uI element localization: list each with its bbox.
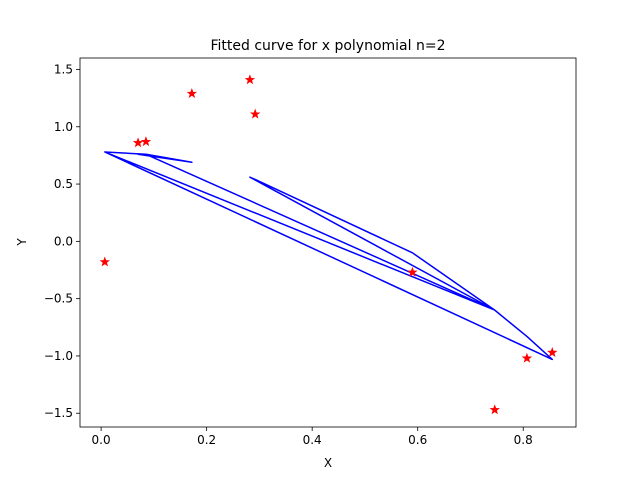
data-point [140, 136, 152, 147]
data-point [99, 256, 110, 267]
axes-layer: 0.0 0.2 0.4 0.6 0.8 −1.5 −1.0 −0.5 0.0 0.5 1.0 1.5 [44, 57, 577, 447]
data-point [489, 404, 500, 415]
fitted-curve-layer [104, 151, 554, 361]
x-tick-label: 0.0 [92, 433, 111, 447]
fitted-curve-line [104, 151, 554, 361]
y-tick-label: 1.5 [54, 62, 73, 76]
data-point [407, 266, 418, 277]
data-point [547, 347, 558, 357]
y-tick-label: 0.5 [54, 177, 73, 191]
x-tick-label: 0.4 [303, 433, 322, 447]
axes-frame [79, 57, 577, 428]
data-point [132, 137, 144, 148]
data-point [244, 74, 256, 85]
data-point [186, 88, 198, 98]
y-tick-label: 0.0 [54, 234, 73, 248]
data-point [249, 108, 261, 119]
y-axis-label: Y [15, 238, 29, 247]
chart-title: Fitted curve for x polynomial n=2 [211, 38, 446, 54]
y-tick-label: 1.0 [54, 120, 73, 134]
x-tick-label: 0.2 [197, 433, 216, 447]
x-tick-label: 0.8 [514, 433, 533, 447]
y-tick-label: −0.5 [44, 292, 73, 306]
y-tick-label: −1.0 [44, 349, 73, 363]
data-point [521, 352, 533, 363]
data-points-layer [99, 74, 558, 415]
y-tick-label: −1.5 [44, 406, 73, 420]
x-axis-label: X [324, 456, 332, 470]
x-tick-label: 0.6 [408, 433, 427, 447]
